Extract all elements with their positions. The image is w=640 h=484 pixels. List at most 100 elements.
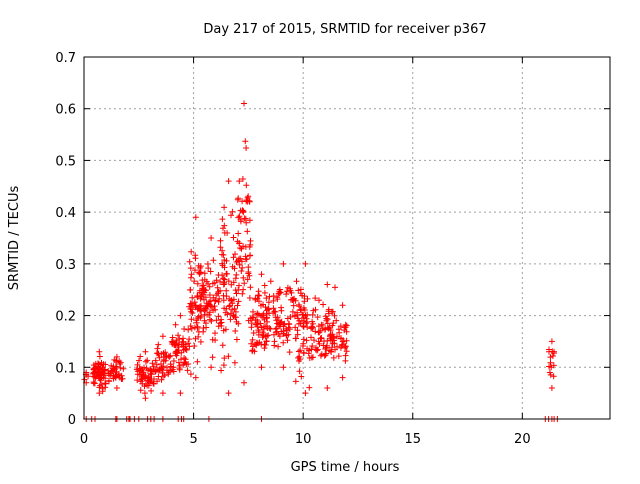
data-point (238, 245, 245, 252)
data-point (201, 270, 208, 277)
data-point (223, 287, 230, 294)
data-point (232, 328, 239, 334)
data-point (308, 334, 314, 341)
data-point (293, 278, 300, 285)
data-point (136, 357, 142, 364)
data-point (118, 372, 125, 379)
data-point (309, 343, 316, 349)
data-point (246, 252, 253, 259)
data-point (181, 326, 188, 332)
data-point (234, 302, 241, 309)
data-point (208, 364, 215, 371)
data-point (295, 315, 301, 322)
data-point (303, 337, 310, 344)
data-point (221, 264, 228, 271)
data-point (236, 240, 243, 247)
data-point (284, 337, 291, 344)
data-point (338, 342, 345, 349)
data-point (170, 364, 177, 371)
data-point (137, 353, 144, 360)
data-point (258, 271, 265, 278)
data-point (255, 311, 262, 318)
data-point (548, 338, 555, 345)
data-point (306, 355, 313, 361)
data-point (208, 303, 215, 310)
data-point (248, 340, 255, 347)
data-point (319, 322, 326, 328)
data-point (91, 380, 98, 387)
data-point (309, 324, 316, 331)
data-point (227, 310, 234, 317)
data-point (192, 304, 199, 311)
data-point (217, 320, 224, 327)
data-point (326, 347, 333, 354)
data-point (142, 348, 149, 355)
data-point (331, 340, 338, 347)
data-point (283, 332, 290, 339)
data-point (191, 324, 198, 331)
data-point (270, 293, 277, 299)
data-point (232, 275, 239, 282)
data-point (547, 359, 554, 366)
y-tick-label: 0.5 (55, 154, 76, 169)
data-point (261, 289, 268, 296)
data-point (272, 326, 279, 332)
data-point (286, 349, 293, 356)
data-point (287, 314, 294, 320)
data-point (188, 308, 195, 315)
data-point (548, 385, 555, 391)
data-point (168, 338, 175, 345)
data-point (172, 342, 179, 348)
data-point (255, 288, 262, 295)
data-point (210, 307, 217, 314)
data-point (277, 289, 284, 296)
data-point (225, 178, 232, 185)
data-point (172, 321, 179, 328)
data-point (230, 313, 237, 319)
data-point (215, 298, 222, 305)
data-point (175, 332, 182, 339)
data-point (236, 255, 243, 262)
data-point (199, 291, 206, 298)
data-point (173, 352, 180, 359)
data-point (219, 272, 226, 279)
data-point (116, 358, 123, 365)
data-point (117, 364, 124, 371)
data-point (236, 282, 242, 289)
data-point (301, 307, 308, 313)
data-point (176, 336, 183, 342)
data-point (229, 263, 236, 270)
data-point (194, 280, 201, 287)
data-point (226, 303, 233, 310)
data-point (188, 325, 195, 332)
data-point (220, 251, 227, 258)
data-point (220, 292, 227, 299)
data-point (187, 286, 194, 293)
data-point (342, 357, 349, 364)
data-point (232, 251, 238, 258)
data-point (197, 338, 204, 345)
data-point (210, 257, 217, 264)
data-point (144, 382, 151, 389)
data-point (229, 208, 236, 215)
data-point (272, 314, 279, 321)
data-point (200, 286, 207, 293)
data-point (246, 197, 253, 204)
data-point (338, 335, 344, 341)
data-point (259, 334, 266, 341)
data-point (323, 350, 330, 357)
data-point (260, 331, 267, 337)
data-point (280, 321, 287, 328)
data-point (188, 316, 195, 323)
data-point (258, 364, 265, 371)
data-point (257, 320, 264, 327)
data-point (214, 284, 221, 291)
data-point (174, 349, 180, 355)
data-point (194, 293, 201, 299)
data-point (325, 325, 332, 332)
data-point (95, 364, 102, 371)
data-point (235, 230, 242, 237)
y-tick-label: 0.3 (55, 258, 76, 273)
data-point (341, 324, 348, 331)
